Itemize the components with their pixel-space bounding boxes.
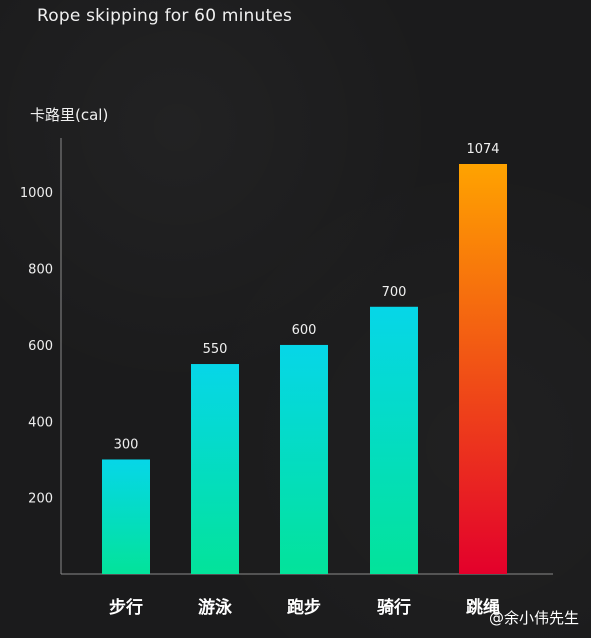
x-tick-label: 骑行 [377, 597, 411, 618]
bar-value-label: 700 [382, 285, 407, 300]
bar [459, 164, 507, 574]
chart-title: Rope skipping for 60 minutes [37, 6, 293, 26]
bar [280, 344, 328, 574]
bar-value-label: 600 [292, 323, 317, 338]
y-tick-label: 400 [28, 415, 53, 430]
x-tick-label: 跳绳 [466, 597, 500, 618]
x-tick-label: 跑步 [287, 597, 321, 618]
y-tick-label: 200 [28, 492, 53, 507]
bar-value-label: 1074 [466, 142, 499, 157]
y-tick-label: 1000 [20, 186, 53, 201]
bar-value-label: 550 [203, 342, 228, 357]
bar [102, 459, 150, 574]
watermark: @余小伟先生 [488, 609, 579, 627]
y-tick-label: 600 [28, 339, 53, 354]
x-tick-label: 步行 [109, 597, 143, 618]
bar-value-label: 300 [114, 437, 139, 452]
x-tick-label: 游泳 [198, 597, 233, 618]
y-tick-label: 800 [28, 263, 53, 278]
bar [370, 306, 418, 574]
y-axis-label: 卡路里(cal) [30, 106, 109, 124]
bar [191, 364, 239, 574]
